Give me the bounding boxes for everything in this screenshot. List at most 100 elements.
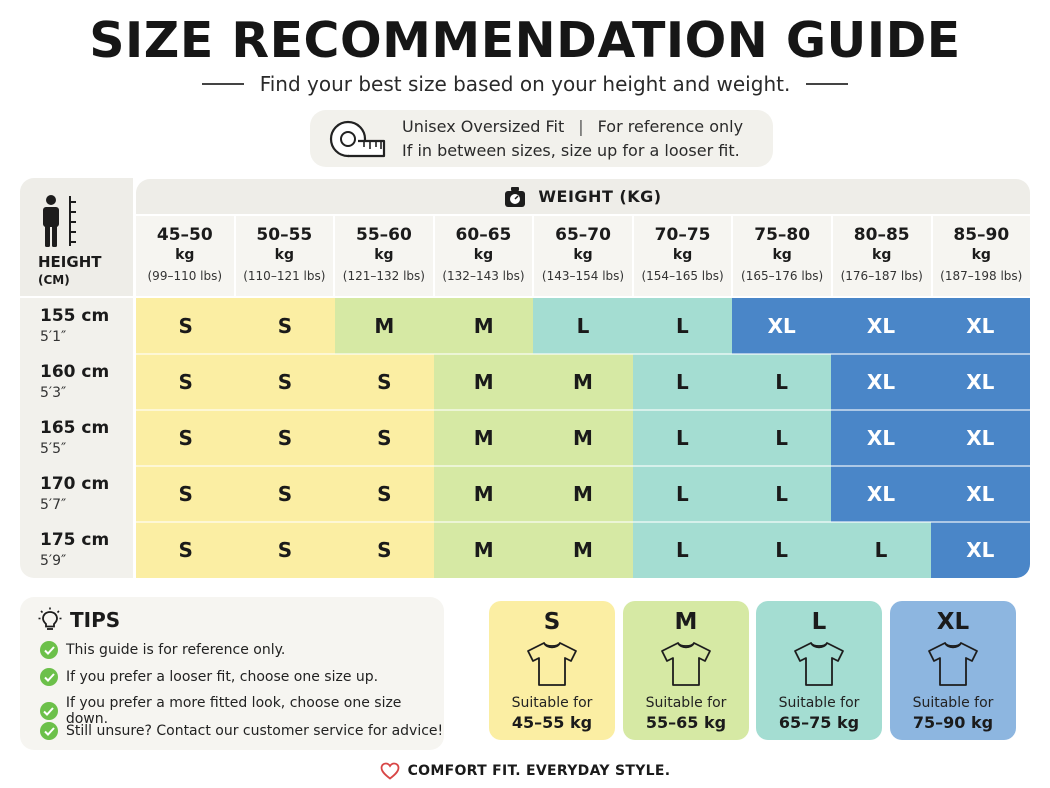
heart-icon: [380, 762, 400, 780]
weight-unit: kg: [175, 247, 195, 263]
size-cell: L: [732, 354, 832, 410]
weight-range: 60–65: [455, 225, 512, 245]
weight-lbs: (176–187 lbs): [840, 269, 923, 283]
size-cell: M: [533, 410, 633, 466]
weight-lbs: (99–110 lbs): [147, 269, 223, 283]
weight-unit: kg: [971, 247, 991, 263]
weight-unit: kg: [573, 247, 593, 263]
measuring-tape-icon: [329, 120, 386, 157]
tip-item: Still unsure? Contact our customer servi…: [40, 722, 443, 740]
height-rows: 155 cm 5′1″ 160 cm 5′3″ 165 cm 5′5″ 170 cm 5′7″…: [20, 298, 133, 578]
divider-left: [201, 83, 244, 85]
tips-title: TIPS: [70, 608, 121, 632]
size-grid: S S M M L L XL XL XL S S S M M L L XL XL S S S M M L L XL XL S S S M M L…: [136, 298, 1030, 578]
size-cell: L: [732, 522, 832, 578]
size-cell: L: [632, 410, 732, 466]
size-cell: M: [434, 298, 534, 354]
height-cm: 165 cm: [40, 418, 110, 438]
size-cell: XL: [831, 410, 931, 466]
fit-separator: |: [578, 116, 584, 136]
fit-info-text: Unisex Oversized Fit | For reference only …: [402, 115, 743, 163]
weight-column-header: 85–90 kg (187–198 lbs): [932, 216, 1031, 296]
weight-lbs: (121–132 lbs): [342, 269, 425, 283]
weight-column-header: 60–65 kg (132–143 lbs): [434, 216, 533, 296]
size-cell: L: [632, 466, 732, 522]
tip-item: This guide is for reference only.: [40, 641, 285, 659]
checkmark-icon: [40, 722, 58, 740]
weight-range: 45–50: [156, 225, 213, 245]
tips-header: TIPS: [38, 607, 120, 633]
size-cell: S: [235, 354, 335, 410]
tips-panel: TIPS This guide is for reference only. I…: [20, 597, 444, 750]
size-cell: XL: [831, 354, 931, 410]
size-cell: S: [334, 466, 434, 522]
height-cm: 160 cm: [40, 362, 110, 382]
size-cell: XL: [732, 298, 832, 354]
size-cell: XL: [831, 298, 931, 354]
height-unit: (CM): [38, 273, 70, 287]
size-cell: S: [235, 466, 335, 522]
size-cell: XL: [930, 354, 1030, 410]
height-cm: 155 cm: [40, 306, 110, 326]
size-cell: S: [334, 522, 434, 578]
fit-advice: If in between sizes, size up for a loose…: [402, 140, 740, 160]
height-ft: 5′7″: [40, 497, 67, 513]
card-size: M: [674, 609, 698, 635]
size-cell: XL: [930, 522, 1030, 578]
weight-lbs: (154–165 lbs): [641, 269, 724, 283]
weight-lbs: (132–143 lbs): [442, 269, 525, 283]
weight-column-header: 80–85 kg (176–187 lbs): [832, 216, 931, 296]
tip-text: If you prefer a looser fit, choose one s…: [66, 669, 379, 685]
card-size: XL: [936, 609, 970, 635]
height-cm: 170 cm: [40, 474, 110, 494]
fit-type: Unisex Oversized Fit: [402, 116, 565, 136]
weight-unit: kg: [274, 247, 295, 263]
weight-column-header: 70–75 kg (154–165 lbs): [633, 216, 732, 296]
tip-text: If you prefer a more fitted look, choose…: [65, 695, 402, 727]
size-cell: S: [136, 298, 236, 354]
weight-lbs: (143–154 lbs): [541, 269, 625, 283]
size-card: L Suitable for 65–75 kg: [756, 601, 882, 740]
row-divider: [136, 465, 1030, 467]
weight-unit: kg: [872, 247, 892, 263]
size-cell: XL: [831, 466, 931, 522]
card-weight-range: 65–75 kg: [778, 713, 860, 732]
size-cell: S: [136, 354, 236, 410]
card-suitable-label: Suitable for: [511, 695, 593, 711]
size-cell: M: [434, 466, 534, 522]
card-suitable-label: Suitable for: [912, 695, 994, 711]
weight-unit: kg: [772, 247, 792, 263]
weight-header: WEIGHT (KG): [136, 179, 1030, 214]
row-divider: [136, 409, 1030, 411]
page-subtitle: Find your best size based on your height…: [259, 72, 791, 96]
size-card: XL Suitable for 75–90 kg: [890, 601, 1016, 740]
subtitle-row: Find your best size based on your height…: [0, 72, 1050, 96]
size-cell: S: [235, 522, 335, 578]
size-cell: XL: [930, 410, 1030, 466]
lightbulb-icon: [38, 607, 62, 630]
height-row-header: 175 cm 5′9″: [20, 522, 133, 578]
size-cell: L: [632, 522, 732, 578]
weight-unit: kg: [672, 247, 693, 263]
weight-label: WEIGHT (KG): [538, 187, 662, 206]
weight-range: 75–80: [754, 225, 811, 245]
fit-reference: For reference only: [597, 116, 744, 136]
weight-range: 55–60: [355, 225, 412, 245]
weight-unit: kg: [473, 247, 494, 263]
height-ft: 5′9″: [40, 553, 67, 569]
page-title: SIZE RECOMMENDATION GUIDE: [89, 12, 961, 69]
size-cell: M: [533, 522, 633, 578]
weight-range: 50–55: [256, 225, 313, 245]
card-weight-range: 45–55 kg: [511, 713, 593, 732]
size-cell: L: [732, 410, 832, 466]
size-cell: S: [334, 354, 434, 410]
footer: COMFORT FIT. EVERYDAY STYLE.: [0, 762, 1050, 780]
tshirt-icon: [928, 642, 978, 686]
weight-unit: kg: [374, 247, 394, 263]
tshirt-icon: [527, 642, 577, 686]
size-card: S Suitable for 45–55 kg: [489, 601, 615, 740]
weight-column-header: 75–80 kg (165–176 lbs): [733, 216, 831, 296]
footer-tagline: COMFORT FIT. EVERYDAY STYLE.: [407, 763, 671, 779]
weighing-scale-icon: [505, 186, 526, 207]
divider-right: [806, 83, 849, 85]
